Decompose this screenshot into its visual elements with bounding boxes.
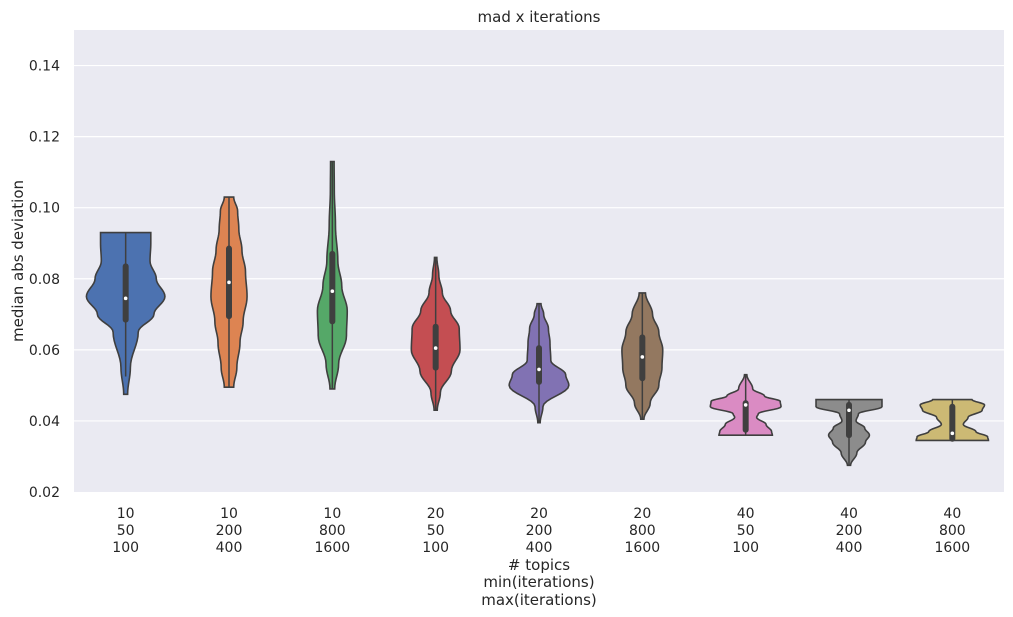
- y-tick-label: 0.06: [29, 343, 60, 359]
- violin-median: [847, 408, 851, 413]
- x-tick-label: 200: [836, 523, 863, 539]
- y-axis-label: median abs deviation: [9, 180, 27, 342]
- x-tick-label: 800: [939, 523, 966, 539]
- x-tick-label: 200: [216, 523, 243, 539]
- x-tick-label: 400: [216, 540, 243, 556]
- violin-median: [123, 296, 128, 301]
- y-tick-label: 0.10: [29, 201, 60, 217]
- x-tick-label: 10: [220, 506, 238, 522]
- violin-40-200-400: [815, 398, 883, 467]
- violin-median: [640, 355, 645, 359]
- x-tick-labels: 1050100102004001080016002050100202004002…: [112, 506, 970, 556]
- violin-20-200-400: [508, 302, 570, 424]
- x-tick-label: 100: [732, 540, 759, 556]
- x-tick-label: 800: [319, 523, 346, 539]
- violin-median: [330, 289, 335, 294]
- violin-40-50-100: [709, 373, 782, 436]
- x-axis-label-line-1: # topics: [508, 556, 570, 574]
- x-tick-label: 20: [530, 506, 548, 522]
- x-tick-label: 100: [422, 540, 449, 556]
- violin-10-50-100: [85, 231, 166, 396]
- x-tick-label: 800: [629, 523, 656, 539]
- violins: [85, 160, 990, 467]
- y-tick-label: 0.04: [29, 414, 60, 430]
- x-tick-label: 50: [117, 523, 135, 539]
- x-tick-label: 200: [526, 523, 553, 539]
- violin-10-200-400: [210, 196, 248, 388]
- y-tick-label: 0.12: [29, 130, 60, 146]
- x-tick-label: 1600: [315, 540, 351, 556]
- x-tick-label: 1600: [935, 540, 971, 556]
- violin-10-800-1600: [316, 160, 349, 390]
- x-axis-label-line-3: max(iterations): [481, 591, 597, 609]
- x-tick-label: 20: [427, 506, 445, 522]
- y-tick-labels: 0.02 0.04 0.06 0.08 0.10 0.12 0.14: [29, 59, 60, 501]
- x-tick-label: 400: [836, 540, 863, 556]
- x-tick-label: 400: [526, 540, 553, 556]
- y-tick-label: 0.08: [29, 272, 60, 288]
- violin-median: [227, 280, 231, 285]
- x-tick-label: 20: [633, 506, 651, 522]
- x-axis-label-line-2: min(iterations): [483, 573, 594, 591]
- violin-median: [950, 431, 955, 436]
- y-tick-label: 0.02: [29, 485, 60, 501]
- violin-20-50-100: [410, 256, 461, 412]
- violin-20-800-1600: [621, 292, 664, 420]
- violin-40-800-1600: [915, 398, 990, 442]
- x-tick-label: 50: [427, 523, 445, 539]
- x-tick-label: 40: [943, 506, 961, 522]
- y-tick-label: 0.14: [29, 59, 60, 75]
- x-tick-label: 40: [737, 506, 755, 522]
- x-tick-label: 10: [117, 506, 135, 522]
- x-tick-label: 40: [840, 506, 858, 522]
- x-tick-label: 100: [112, 540, 139, 556]
- violin-median: [743, 403, 748, 407]
- x-tick-label: 50: [737, 523, 755, 539]
- x-tick-label: 1600: [625, 540, 661, 556]
- chart-title: mad x iterations: [478, 8, 601, 26]
- x-tick-label: 10: [323, 506, 341, 522]
- x-axis-label: # topics min(iterations) max(iterations): [481, 556, 597, 609]
- violin-median: [433, 346, 438, 350]
- violin-median: [537, 367, 541, 372]
